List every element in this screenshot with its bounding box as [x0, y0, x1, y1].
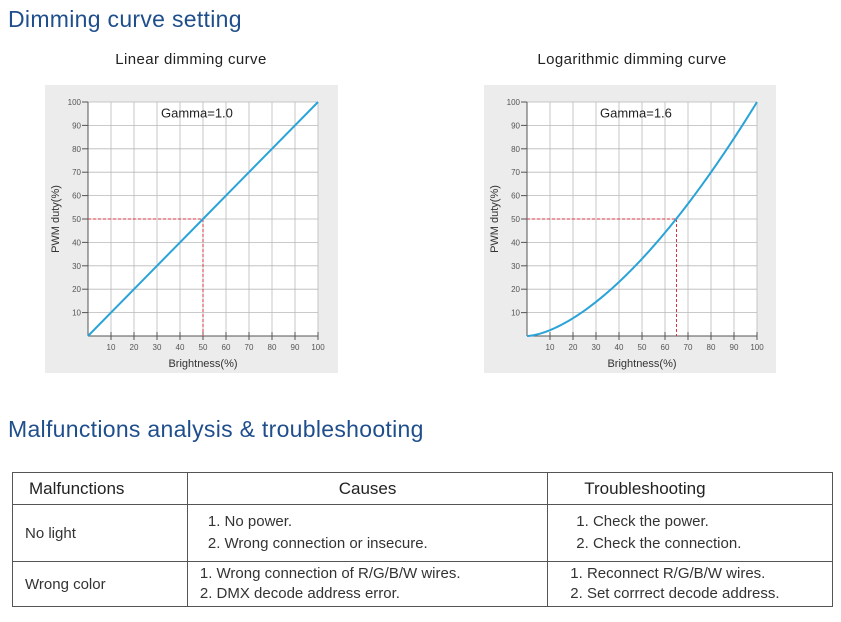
y-tick-label: 100 — [507, 98, 521, 107]
header-malfunctions: Malfunctions — [12, 472, 188, 505]
y-tick-label: 90 — [511, 121, 520, 130]
gamma-annotation: Gamma=1.0 — [161, 106, 233, 121]
y-tick-label: 40 — [511, 238, 520, 247]
x-axis-label: Brightness(%) — [607, 358, 676, 370]
y-axis-label: PWM duty(%) — [50, 185, 62, 253]
y-tick-label: 30 — [511, 262, 520, 271]
troubleshooting-line: 1. Reconnect R/G/B/W wires. — [570, 565, 766, 582]
table-row: No light 1. No power. 2. Wrong connectio… — [12, 504, 833, 562]
y-tick-label: 90 — [72, 121, 81, 130]
log-chart-caption: Logarithmic dimming curve — [537, 51, 727, 68]
causes-cell: 1. No power. 2. Wrong connection or inse… — [186, 504, 549, 562]
troubleshooting-line: 1. Check the power. — [576, 513, 709, 530]
x-tick-label: 40 — [176, 343, 185, 352]
x-tick-label: 60 — [661, 343, 670, 352]
x-tick-label: 20 — [569, 343, 578, 352]
cause-line: 1. No power. — [207, 513, 293, 530]
y-tick-label: 30 — [72, 262, 81, 271]
x-tick-label: 80 — [268, 343, 277, 352]
malfunctions-table: Malfunctions Causes Troubleshooting No l… — [12, 472, 833, 607]
cause-line: 2. DMX decode address error. — [199, 585, 400, 602]
y-tick-label: 10 — [511, 309, 520, 318]
troubleshooting-line: 2. Set corrrect decode address. — [570, 585, 780, 602]
y-tick-label: 70 — [72, 168, 81, 177]
malfunctions-section-title: Malfunctions analysis & troubleshooting — [8, 416, 424, 442]
y-axis-label: PWM duty(%) — [489, 185, 501, 253]
y-tick-label: 20 — [511, 285, 520, 294]
y-tick-label: 80 — [72, 145, 81, 154]
y-tick-label: 60 — [72, 192, 81, 201]
x-tick-label: 50 — [638, 343, 647, 352]
x-tick-label: 100 — [750, 343, 764, 352]
x-tick-label: 60 — [222, 343, 231, 352]
series-line — [526, 101, 758, 337]
y-tick-label: 60 — [511, 192, 520, 201]
troubleshooting-cell: 1. Check the power. 2. Check the connect… — [547, 504, 833, 562]
x-tick-label: 90 — [730, 343, 739, 352]
x-axis-label: Brightness(%) — [168, 358, 237, 370]
linear-chart-caption: Linear dimming curve — [115, 51, 267, 68]
gamma-annotation: Gamma=1.6 — [600, 106, 672, 121]
log-chart-svg: 10 20 30 40 50 60 70 80 90 100 10 20 30 40 50 60 70 80 90 1… — [489, 98, 764, 370]
y-tick-label: 50 — [511, 215, 520, 224]
y-tick-label: 80 — [511, 145, 520, 154]
x-tick-label: 50 — [199, 343, 208, 352]
causes-cell: 1. Wrong connection of R/G/B/W wires. 2.… — [186, 561, 549, 607]
troubleshooting-line: 2. Check the connection. — [576, 535, 742, 552]
x-tick-label: 80 — [707, 343, 716, 352]
malfunction-cell: Wrong color — [12, 561, 188, 607]
x-tick-label: 100 — [311, 343, 325, 352]
y-tick-label: 70 — [511, 168, 520, 177]
y-tick-label: 50 — [72, 215, 81, 224]
header-troubleshooting: Troubleshooting — [547, 472, 833, 505]
cause-line: 1. Wrong connection of R/G/B/W wires. — [199, 565, 461, 582]
x-tick-label: 70 — [684, 343, 693, 352]
linear-chart-svg: 10 20 30 40 50 60 70 80 90 100 10 20 30 40 50 60 70 80 90 1… — [50, 98, 325, 370]
x-tick-label: 10 — [546, 343, 555, 352]
x-tick-label: 10 — [107, 343, 116, 352]
table-row: Wrong color 1. Wrong connection of R/G/B… — [12, 561, 833, 607]
y-tick-label: 20 — [72, 285, 81, 294]
series-line — [87, 101, 319, 337]
x-tick-label: 40 — [615, 343, 624, 352]
troubleshooting-cell: 1. Reconnect R/G/B/W wires. 2. Set corrr… — [547, 561, 833, 607]
header-causes: Causes — [186, 472, 549, 505]
malfunction-cell: No light — [12, 504, 188, 562]
x-tick-label: 20 — [130, 343, 139, 352]
x-tick-label: 70 — [245, 343, 254, 352]
x-tick-label: 90 — [291, 343, 300, 352]
dimming-curve-section-title: Dimming curve setting — [8, 6, 242, 32]
linear-dimming-chart: 10 20 30 40 50 60 70 80 90 100 10 20 30 40 50 60 70 80 90 1… — [45, 85, 338, 373]
log-dimming-chart: 10 20 30 40 50 60 70 80 90 100 10 20 30 40 50 60 70 80 90 1… — [484, 85, 776, 373]
x-tick-label: 30 — [153, 343, 162, 352]
cause-line: 2. Wrong connection or insecure. — [207, 535, 428, 552]
y-tick-label: 100 — [68, 98, 82, 107]
x-tick-label: 30 — [592, 343, 601, 352]
y-tick-label: 40 — [72, 238, 81, 247]
y-tick-label: 10 — [72, 309, 81, 318]
